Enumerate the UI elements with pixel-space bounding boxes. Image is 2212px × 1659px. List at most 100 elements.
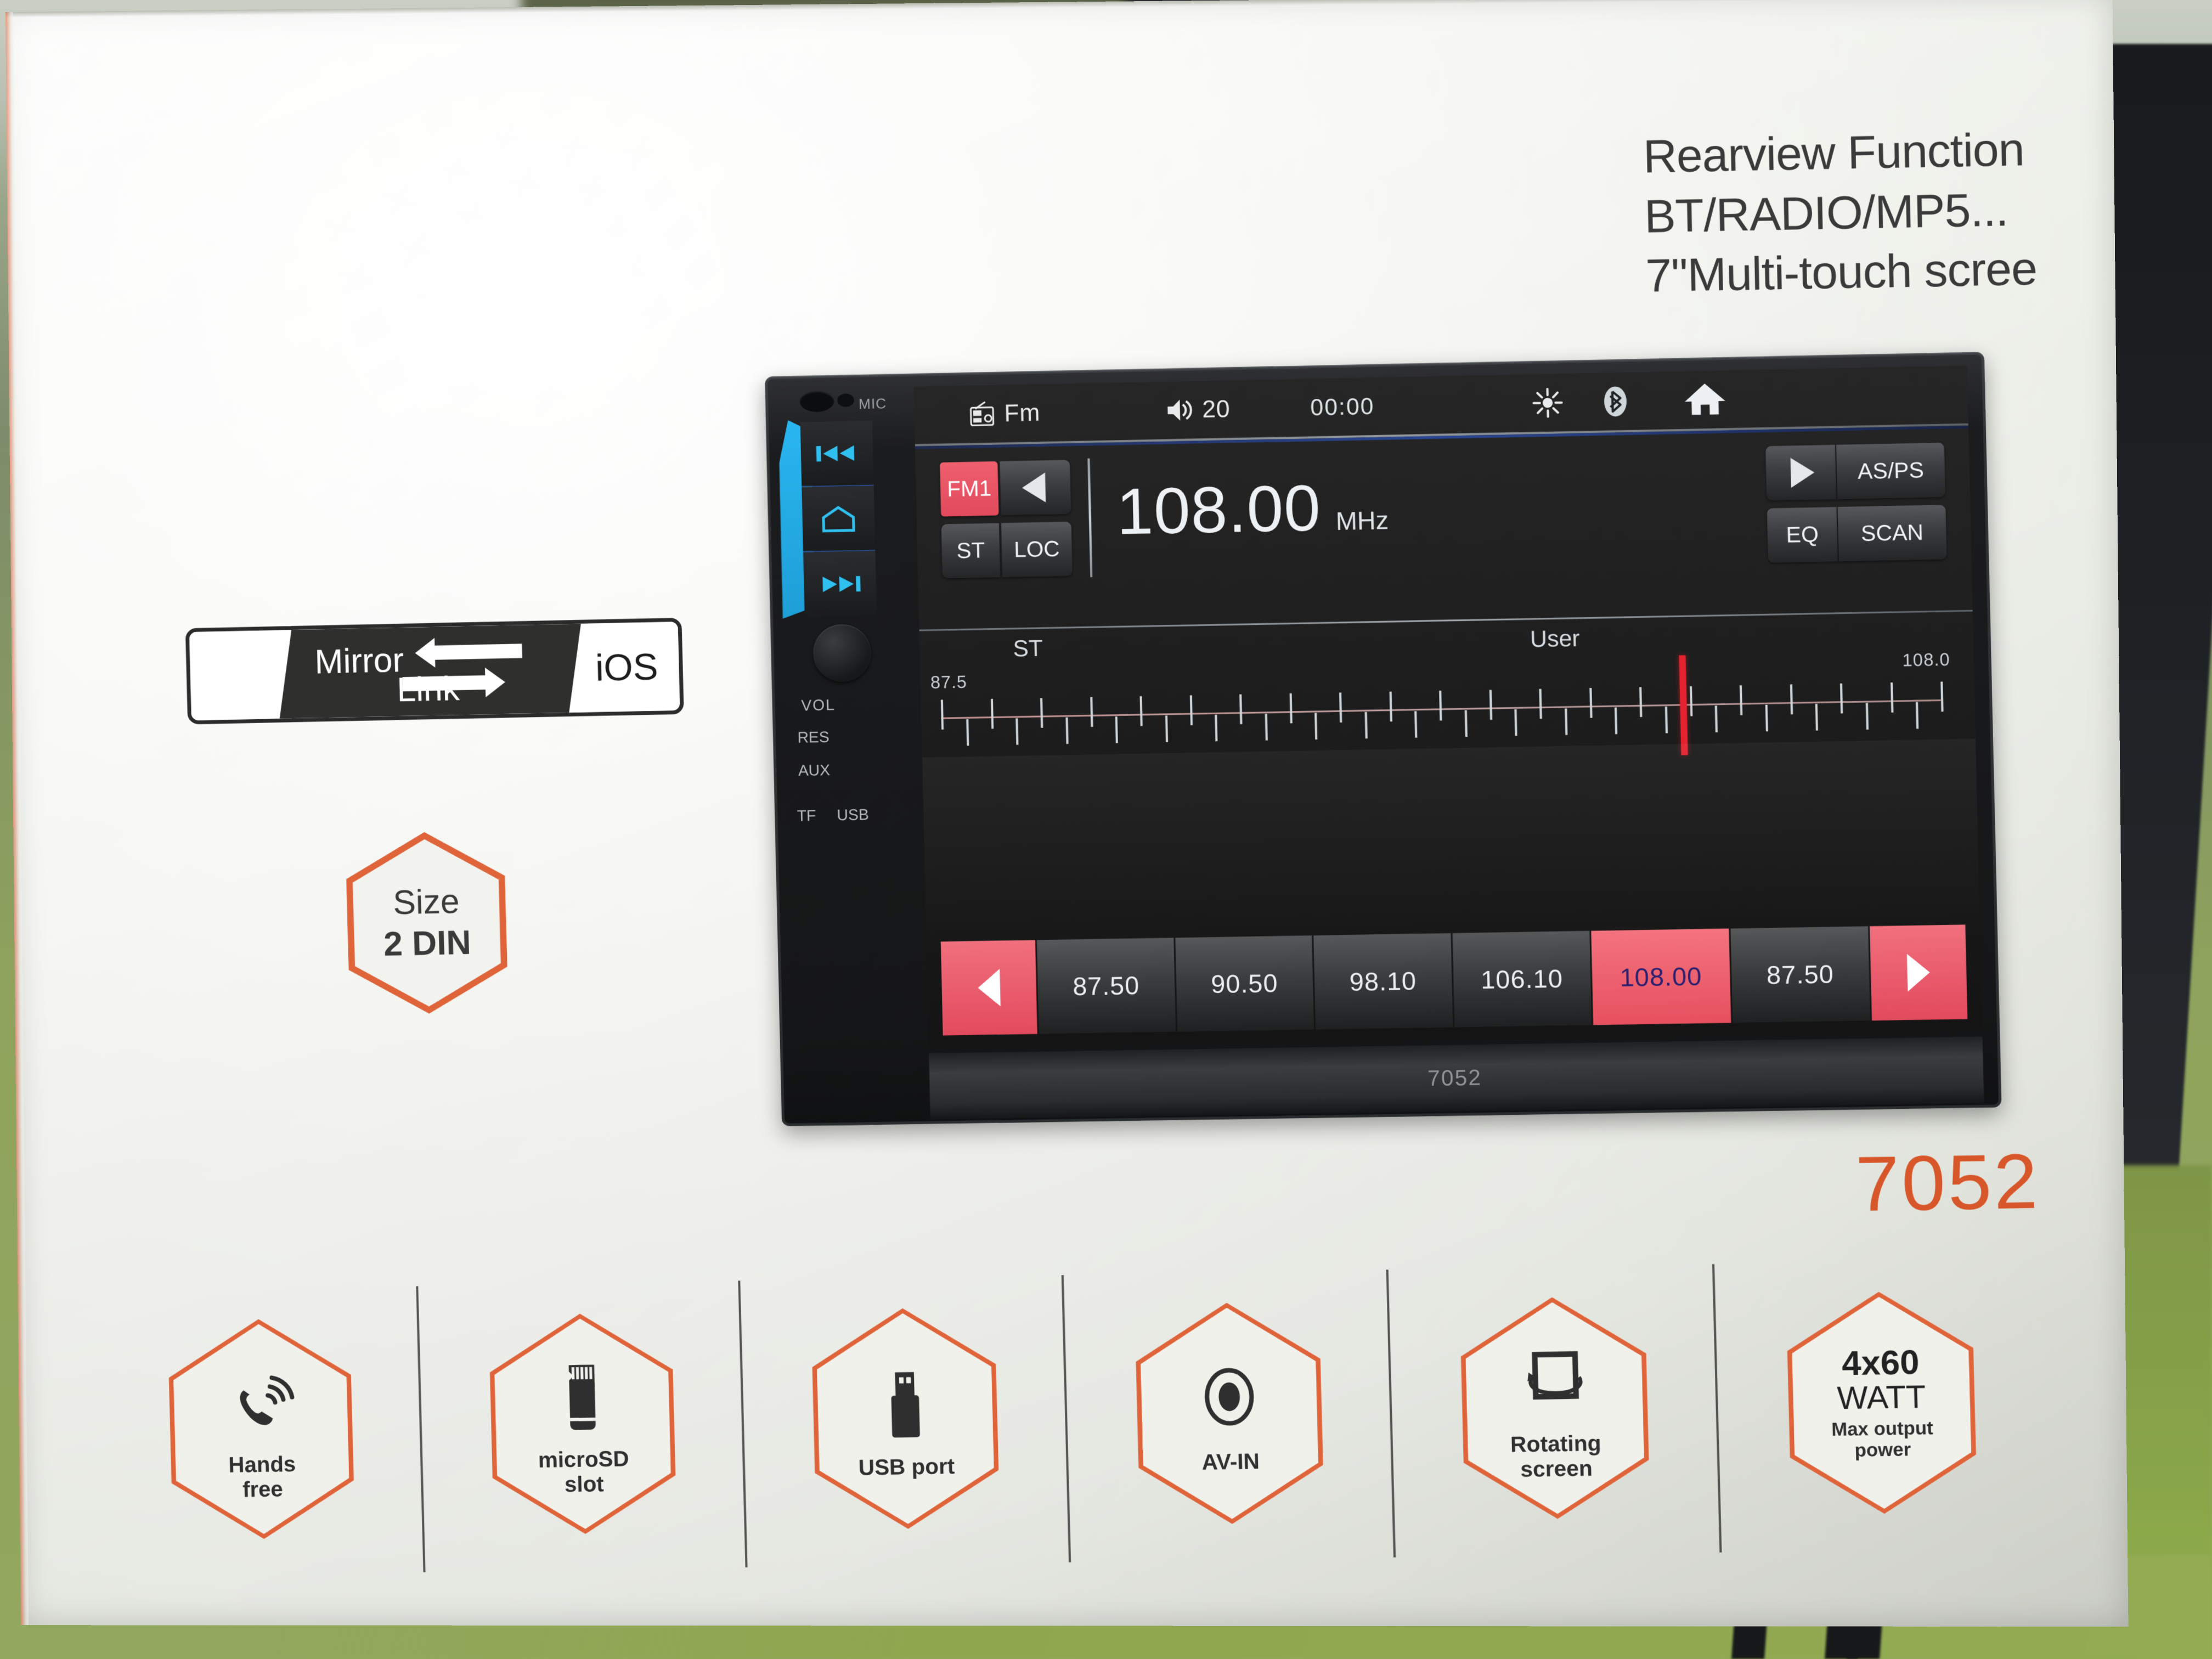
preset-next-button[interactable] xyxy=(1870,924,1968,1021)
feature-label: AV-IN xyxy=(1201,1449,1260,1475)
scale-max-label: 108.0 xyxy=(1902,649,1951,670)
preset-prev-button[interactable] xyxy=(940,940,1037,1036)
mirrorlink-word-mirror: Mirror xyxy=(314,641,404,681)
microsd-card-icon xyxy=(539,1350,624,1445)
equalizer-button[interactable]: EQ xyxy=(1767,507,1838,563)
triangle-left-icon xyxy=(1022,472,1046,503)
status-bar: Fm 20 00:00 xyxy=(913,365,1968,444)
size-badge-line-2: 2 DIN xyxy=(383,923,472,964)
frequency-display: 108.00 MHz xyxy=(1116,466,1564,550)
status-volume-value: 20 xyxy=(1201,395,1231,424)
headline-line-2: BT/RADIO/MP5... xyxy=(1644,183,2008,242)
feature-label: microSD slot xyxy=(538,1447,630,1497)
feature-usb-port: USB port xyxy=(741,1275,1071,1565)
car-stereo-unit: MIC xyxy=(765,352,2002,1126)
prev-track-button[interactable] xyxy=(800,420,874,488)
seek-up-button[interactable] xyxy=(1765,444,1837,501)
mic-hole-secondary xyxy=(837,393,855,408)
volume-label: VOL xyxy=(800,696,836,714)
watt-value: 4x60 xyxy=(1841,1343,1920,1383)
tuner-controls: FM1 ST LOC 108.00 MHz xyxy=(915,437,1972,629)
size-badge-line-1: Size xyxy=(392,882,460,922)
tuning-needle[interactable] xyxy=(1678,655,1688,755)
feature-rotating-screen: Rotating screen xyxy=(1389,1264,1722,1555)
aux-label: AUX xyxy=(798,761,831,780)
status-clock: 00:00 xyxy=(1310,393,1375,421)
preset-button[interactable]: 106.10 xyxy=(1452,930,1592,1028)
status-volume[interactable]: 20 xyxy=(1165,396,1231,425)
next-track-icon xyxy=(822,575,861,592)
frequency-scale[interactable]: ST User 87.5 108.0 xyxy=(919,617,1976,763)
feature-av-in: AV-IN xyxy=(1064,1269,1396,1560)
mirrorlink-left-panel xyxy=(189,630,294,721)
home-button[interactable] xyxy=(802,486,876,552)
feature-microsd: microSD slot xyxy=(419,1280,748,1570)
clock-text: 00:00 xyxy=(1310,393,1375,421)
package-model-number: 7052 xyxy=(1854,1137,2041,1228)
feature-output-power: 4x60 WATT Max output power xyxy=(1715,1289,2049,1550)
mic-hole xyxy=(799,390,834,413)
prev-track-icon xyxy=(816,445,855,462)
home-button-screen[interactable] xyxy=(1683,382,1726,417)
band-button[interactable]: FM1 xyxy=(940,461,999,517)
preset-button-active[interactable]: 108.00 xyxy=(1591,928,1731,1025)
usb-stick-icon xyxy=(862,1357,948,1452)
mirrorlink-ios-label: iOS xyxy=(595,645,659,689)
bezel-button-column xyxy=(800,420,877,618)
headline-line-1: Rearview Function xyxy=(1643,123,2025,183)
touch-screen[interactable]: Fm 20 00:00 xyxy=(913,365,1983,1049)
frequency-value: 108.00 xyxy=(1115,471,1322,549)
radio-icon xyxy=(967,399,997,428)
scan-button[interactable]: SCAN xyxy=(1837,505,1947,562)
feature-hands-free: Hands free xyxy=(98,1286,426,1575)
rotating-screen-icon xyxy=(1508,1334,1600,1429)
mic-label: MIC xyxy=(858,395,887,413)
speaker-icon xyxy=(1167,397,1195,423)
local-button[interactable]: LOC xyxy=(1001,522,1073,578)
tf-slot-label: TF xyxy=(797,806,816,825)
bluetooth-icon xyxy=(1604,386,1627,417)
bluetooth-button[interactable] xyxy=(1602,385,1628,419)
unit-model-label: 7052 xyxy=(1427,1065,1482,1091)
preset-bar: 87.50 90.50 98.10 106.10 108.00 87.50 xyxy=(940,924,1968,1036)
feature-label: Max output power xyxy=(1831,1417,1934,1462)
next-track-button[interactable] xyxy=(803,551,877,618)
triangle-right-icon xyxy=(1790,457,1815,488)
hexagon-outline-icon xyxy=(336,830,518,1015)
mirrorlink-ios-panel: iOS xyxy=(569,621,684,713)
autostore-preset-scan-button[interactable]: AS/PS xyxy=(1836,442,1945,499)
scale-user-label: User xyxy=(1530,625,1581,652)
volume-knob[interactable] xyxy=(812,624,872,682)
mirrorlink-badge: Mirror Link iOS xyxy=(185,617,684,725)
status-source[interactable]: Fm xyxy=(967,399,1040,429)
feature-label: Hands free xyxy=(228,1452,296,1502)
scale-stereo-label: ST xyxy=(1012,635,1043,662)
status-source-label: Fm xyxy=(1003,399,1041,427)
frequency-unit: MHz xyxy=(1335,505,1389,536)
brightness-button[interactable] xyxy=(1532,387,1563,418)
feature-strip: Hands free xyxy=(98,1264,2051,1607)
feature-label: USB port xyxy=(858,1454,955,1480)
reset-label: RES xyxy=(797,728,830,746)
hands-free-phone-icon xyxy=(218,1356,303,1451)
scale-ticks xyxy=(940,670,1944,749)
sun-icon xyxy=(1532,387,1563,418)
usb-port-label: USB xyxy=(837,806,870,824)
chevron-right-icon xyxy=(1906,953,1931,992)
preset-button[interactable]: 90.50 xyxy=(1175,935,1314,1032)
size-badge: Size 2 DIN xyxy=(336,830,518,1015)
feature-label: Rotating screen xyxy=(1510,1431,1602,1482)
product-box: Rearview Function BT/RADIO/MP5... 7"Mult… xyxy=(5,0,2129,1627)
package-headline: Rearview Function BT/RADIO/MP5... 7"Mult… xyxy=(1643,120,2038,306)
preset-button[interactable]: 98.10 xyxy=(1313,933,1453,1030)
seek-down-button[interactable] xyxy=(1000,460,1071,516)
watt-unit: WATT xyxy=(1836,1379,1927,1417)
stereo-button[interactable]: ST xyxy=(941,523,1001,579)
mirrorlink-center-panel: Mirror Link xyxy=(279,623,588,719)
home-icon xyxy=(1684,383,1726,415)
preset-button[interactable]: 87.50 xyxy=(1036,938,1176,1034)
unit-bottom-lip: 7052 xyxy=(929,1036,1984,1120)
av-in-jack-icon xyxy=(1186,1352,1272,1447)
preset-button[interactable]: 87.50 xyxy=(1730,926,1870,1023)
